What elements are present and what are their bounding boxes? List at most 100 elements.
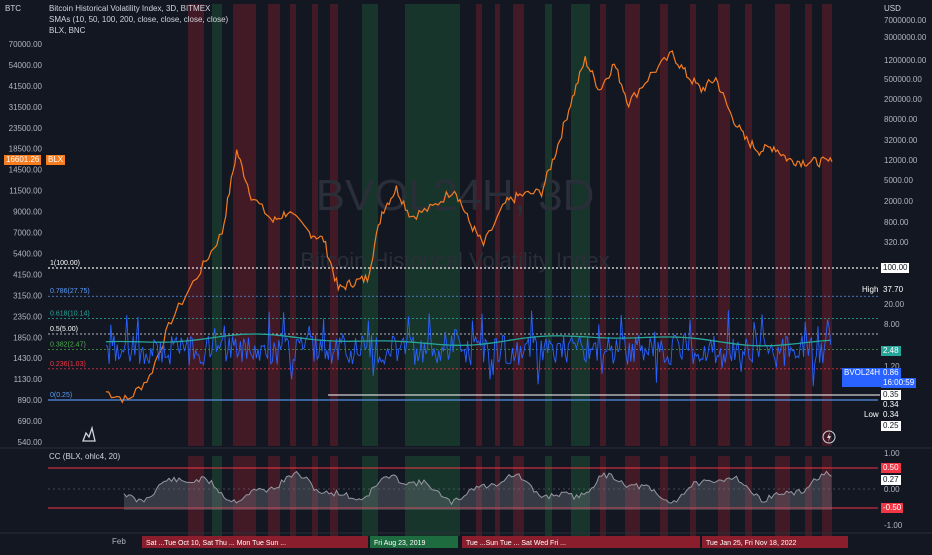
event-strip-block — [142, 536, 368, 548]
osc-event-band-19 — [745, 456, 752, 536]
osc-line — [123, 470, 832, 506]
event-band-18 — [718, 4, 730, 446]
low-label: Low — [864, 410, 879, 419]
right-axis-tick: 12000.00 — [884, 156, 918, 165]
blx-price-value: 16601.26 — [6, 155, 40, 164]
right-axis-tick: 320.00 — [884, 238, 909, 247]
right-axis-tick: 2000.00 — [884, 197, 913, 206]
level-035-tag: 0.35 — [881, 390, 901, 400]
right-axis-tick: 1200000.00 — [884, 56, 927, 65]
lightning-icon[interactable] — [822, 430, 836, 444]
high-value-tag: 37.70 — [881, 285, 906, 295]
right-axis-tick: 200000.00 — [884, 95, 922, 104]
watermark-symbol: BVOL24H, 3D — [316, 171, 595, 220]
event-band-10 — [495, 4, 500, 446]
oscillator-legend[interactable]: CC (BLX, ohlc4, 20) — [49, 452, 121, 461]
osc-event-band-2 — [233, 456, 256, 536]
event-band-16 — [660, 4, 668, 446]
right-axis-tick: 3000000.00 — [884, 33, 927, 42]
bvol-name-tag: BVOL24H — [842, 368, 883, 387]
left-axis-tick: 3150.00 — [13, 291, 42, 300]
fib-level-label: 0.382(2.47) — [50, 342, 86, 349]
osc-axis-tick: 0.00 — [884, 485, 900, 494]
right-axis-unit: USD — [884, 4, 901, 13]
btc-price-line — [105, 50, 833, 404]
osc-value-tag: 0.27 — [881, 475, 901, 485]
event-band-1 — [212, 4, 222, 446]
left-axis-tick: 1850.00 — [13, 333, 42, 342]
event-band-21 — [805, 4, 812, 446]
blx-name-tag: BLX — [46, 155, 66, 165]
overlay-legend[interactable]: BLX, BNC — [49, 26, 86, 35]
osc-event-band-0 — [188, 456, 204, 536]
fib-level-label: 1(100.00) — [50, 260, 80, 267]
fib-level-label: 0.236(1.03) — [50, 361, 86, 368]
osc-event-band-8 — [405, 456, 460, 536]
watermark-name: Bitcoin Historical Volatility Index — [300, 248, 609, 273]
fib-level-label: 0.786(27.75) — [50, 288, 90, 295]
osc-lower-tag: -0.50 — [881, 503, 904, 513]
event-band-4 — [290, 4, 296, 446]
osc-upper-tag: 0.50 — [881, 463, 901, 473]
osc-event-band-20 — [775, 456, 790, 536]
osc-event-band-5 — [312, 456, 318, 536]
left-axis-tick: 2350.00 — [13, 312, 42, 321]
osc-event-band-4 — [290, 456, 296, 536]
event-strip-label: Tue ...Sun Tue ... Sat Wed Fri ... — [466, 540, 566, 547]
osc-event-band-15 — [625, 456, 640, 536]
osc-event-band-9 — [476, 456, 482, 536]
left-axis-unit: BTC — [5, 4, 21, 13]
osc-event-band-3 — [268, 456, 280, 536]
event-band-7 — [362, 4, 378, 446]
event-strip-label: Sat ...Tue Oct 10, Sat Thu ... Mon Tue S… — [146, 540, 286, 547]
event-strip-block — [370, 536, 458, 548]
left-axis-tick: 70000.00 — [9, 40, 43, 49]
event-band-2 — [233, 4, 256, 446]
event-band-13 — [571, 4, 590, 446]
level-025-tag: 0.25 — [881, 421, 901, 431]
right-axis-tick: 7000000.00 — [884, 16, 927, 25]
osc-event-band-14 — [600, 456, 606, 536]
osc-event-band-10 — [495, 456, 500, 536]
tradingview-logo-icon[interactable] — [80, 425, 98, 443]
event-band-14 — [600, 4, 606, 446]
left-axis-tick: 540.00 — [18, 438, 43, 447]
event-band-15 — [625, 4, 640, 446]
left-axis-tick: 23500.00 — [9, 124, 43, 133]
sma-line — [105, 333, 831, 347]
right-axis-tick: 800.00 — [884, 218, 909, 227]
event-band-6 — [330, 4, 338, 446]
left-axis-tick: 7000.00 — [13, 229, 42, 238]
osc-axis-tick: -1.00 — [884, 521, 903, 530]
osc-event-band-21 — [805, 456, 812, 536]
right-axis-tick: 32000.00 — [884, 136, 918, 145]
osc-event-band-13 — [571, 456, 590, 536]
event-band-8 — [405, 4, 460, 446]
left-axis-tick: 11500.00 — [9, 187, 42, 196]
main-legend-title[interactable]: Bitcoin Historical Volatility Index, 3D,… — [49, 4, 211, 13]
left-axis-tick: 9000.00 — [13, 208, 42, 217]
osc-event-band-11 — [513, 456, 524, 536]
event-band-0 — [188, 4, 204, 446]
osc-event-band-12 — [545, 456, 552, 536]
right-axis-tick: 1.20 — [884, 362, 900, 371]
osc-event-band-1 — [212, 456, 222, 536]
time-axis-label: Feb — [112, 537, 126, 546]
osc-event-band-7 — [362, 456, 378, 536]
event-band-12 — [545, 4, 552, 446]
sma-value-tag: 2.48 — [881, 346, 901, 356]
bvol-value-tag: 0.86 — [881, 368, 901, 378]
sma-legend[interactable]: SMAs (10, 50, 100, 200, close, close, cl… — [49, 15, 229, 24]
event-strip-label: Tue Jan 25, Fri Nov 18, 2022 — [706, 540, 797, 547]
event-strip-label: Fri Aug 23, 2019 — [374, 540, 425, 547]
event-band-19 — [745, 4, 752, 446]
fib-100-tag: 100.00 — [881, 263, 910, 273]
osc-event-band-18 — [718, 456, 730, 536]
right-axis-tick: 20.00 — [884, 300, 905, 309]
low-value-tag: 0.34 — [881, 410, 901, 420]
bvol24h-line — [105, 310, 832, 387]
event-band-22 — [822, 4, 832, 446]
right-axis-tick: 80000.00 — [884, 115, 918, 124]
